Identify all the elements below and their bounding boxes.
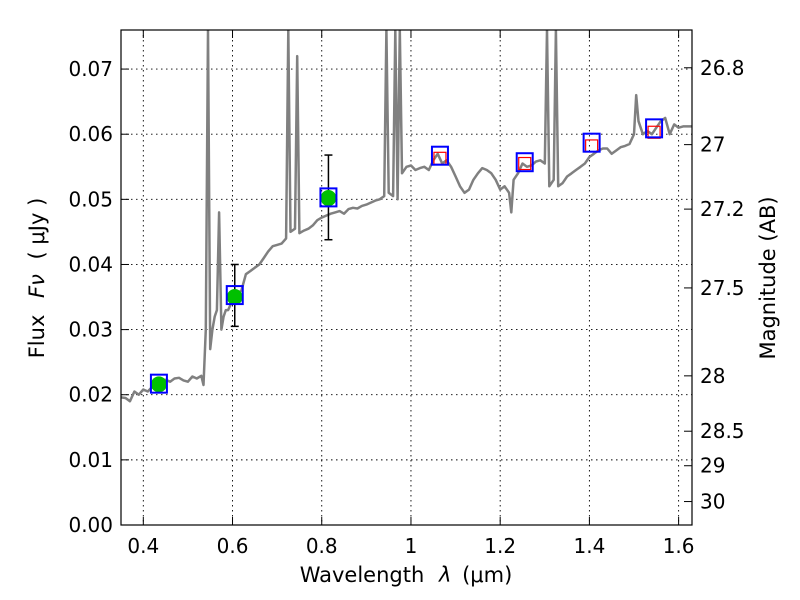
y2-tick-label: 27 <box>700 133 725 157</box>
marker-layer <box>149 118 664 394</box>
y-axis-label: Flux Fν ( μJy ) <box>25 198 49 359</box>
plot-background <box>121 30 692 525</box>
x-tick-label: 1.2 <box>484 534 516 558</box>
x-axis-label: Wavelength λ (μm) <box>300 563 513 587</box>
x-tick-label: 0.4 <box>127 534 159 558</box>
y-tick-label: 0.04 <box>68 252 113 276</box>
observed-point <box>150 376 167 393</box>
x-tick-label: 0.8 <box>306 534 338 558</box>
tick-marks <box>121 30 692 526</box>
y2-tick-labels: 26.8 27 27.2 27.5 28 28.5 29 30 <box>700 56 745 514</box>
x-tick-label: 0.6 <box>217 534 249 558</box>
x-tick-labels: 0.4 0.6 0.8 1 1.2 1.4 1.6 <box>127 534 694 558</box>
y2-tick-label: 28 <box>700 364 725 388</box>
y-tick-label: 0.01 <box>68 448 113 472</box>
y-tick-label: 0.05 <box>68 187 113 211</box>
y-tick-label: 0.02 <box>68 383 113 407</box>
model-band-box <box>225 285 244 306</box>
model-band-box <box>319 187 338 208</box>
y2-tick-label: 28.5 <box>700 419 745 443</box>
y2-tick-label: 27.5 <box>700 276 745 300</box>
y-tick-label: 0.07 <box>68 57 113 81</box>
y2-tick-label: 26.8 <box>700 56 745 80</box>
observed-point <box>320 190 337 207</box>
model-band-box <box>515 152 534 173</box>
y2-tick-label: 29 <box>700 454 725 478</box>
model-spectrum-line <box>121 30 692 403</box>
y-tick-labels: 0.00 0.01 0.02 0.03 0.04 0.05 0.06 0.07 <box>68 57 113 537</box>
upper-limit-box <box>518 156 532 171</box>
model-band-box <box>149 373 168 394</box>
model-band-box <box>582 132 601 153</box>
y2-tick-label: 27.2 <box>700 197 745 221</box>
model-band-box <box>645 118 664 139</box>
x-tick-label: 1.6 <box>663 534 695 558</box>
y2-axis-label: Magnitude (AB) <box>756 196 780 359</box>
x-tick-label: 1.4 <box>573 534 605 558</box>
model-band-box <box>430 145 449 166</box>
y-tick-label: 0.00 <box>68 513 113 537</box>
x-tick-label: 1 <box>405 534 418 558</box>
y2-tick-label: 30 <box>700 490 725 514</box>
spectrum-layer <box>121 30 692 403</box>
y-tick-label: 0.06 <box>68 122 113 146</box>
plot-frame <box>120 29 693 526</box>
y-tick-label: 0.03 <box>68 318 113 342</box>
observed-point <box>226 289 243 306</box>
